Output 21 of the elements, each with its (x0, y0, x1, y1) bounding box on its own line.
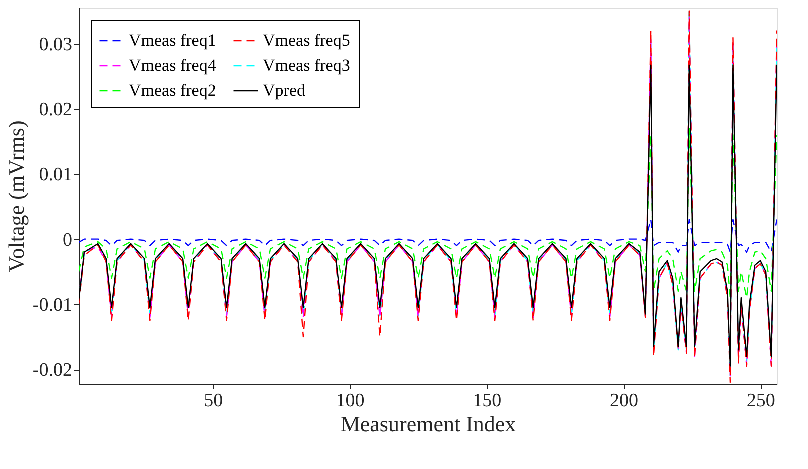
y-tick-label: 0.01 (39, 164, 72, 186)
legend-label: Vpred (263, 81, 306, 100)
legend-label: Vmeas freq2 (129, 81, 216, 100)
legend-label: Vmeas freq5 (263, 31, 350, 50)
x-tick-label: 200 (610, 390, 638, 412)
x-tick-label: 150 (473, 390, 502, 412)
line-series (79, 219, 777, 253)
y-tick-label: -0.01 (32, 295, 72, 316)
y-tick-label: 0.02 (39, 100, 72, 121)
y-tick-label: 0.03 (39, 34, 72, 56)
x-axis-title: Measurement Index (340, 412, 516, 436)
y-tick-label: -0.02 (32, 360, 72, 382)
y-tick-label: 0 (63, 230, 72, 251)
legend-label: Vmeas freq3 (263, 56, 350, 75)
y-axis-title: Voltage (mVrms) (4, 120, 29, 272)
line-series (79, 128, 777, 299)
x-tick-label: 250 (746, 390, 776, 412)
x-tick-label: 100 (336, 390, 365, 412)
x-tick-label: 50 (204, 390, 224, 412)
legend-label: Vmeas freq4 (129, 56, 217, 75)
legend-label: Vmeas freq1 (129, 31, 216, 50)
